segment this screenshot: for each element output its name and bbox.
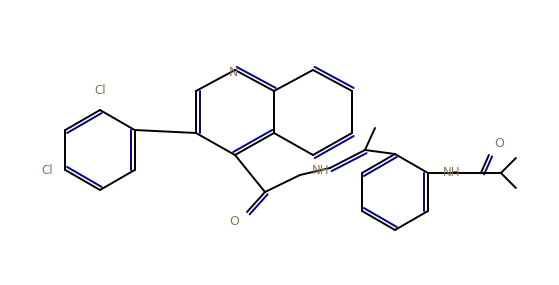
Text: NH: NH [312,164,329,178]
Text: N: N [228,66,238,78]
Text: NH: NH [443,166,461,180]
Text: Cl: Cl [42,164,53,176]
Text: O: O [494,137,504,150]
Text: O: O [229,215,239,228]
Text: Cl: Cl [94,84,106,97]
